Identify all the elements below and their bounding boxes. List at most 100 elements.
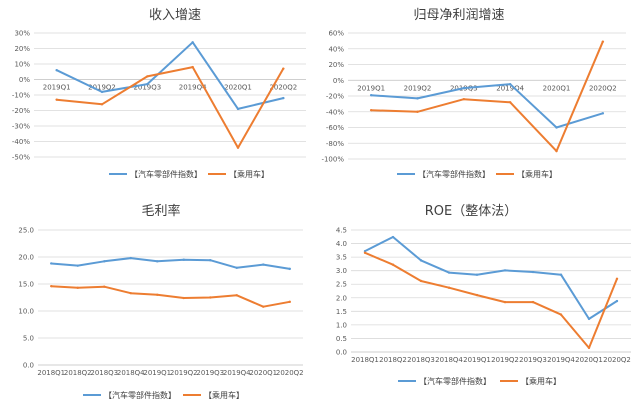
chart-revenue-growth: 收入增速 30% 20% 10% 0% -10% -20% -30% -40% -50% 2019Q…	[0, 0, 320, 200]
y-tick-label: 20%	[14, 45, 30, 53]
legend-label-2: 【乘用车】	[204, 390, 244, 400]
series-line-1	[364, 236, 618, 320]
series-1-point	[156, 260, 159, 263]
series-2-point	[262, 305, 265, 308]
x-tick-label: 2018Q2	[379, 356, 407, 364]
legend-label-2: 【乘用车】	[521, 376, 561, 386]
y-tick-label: -80%	[326, 140, 344, 148]
series-1-point	[559, 273, 563, 276]
series-2-point	[447, 286, 451, 289]
chart-gross-margin-svg: 毛利率25.020.015.010.05.00.02018Q12018Q2201…	[18, 203, 304, 400]
x-tick-label: 2019Q2	[404, 84, 432, 92]
series-2-point	[363, 251, 367, 254]
chart-revenue-growth-svg: 收入增速 30% 20% 10% 0% -10% -20% -30% -40% -50% 2019Q…	[12, 8, 306, 179]
y-tick-label: 0.5	[336, 335, 347, 343]
x-tick-label: 2018Q2	[64, 369, 92, 377]
series-1-point	[462, 86, 466, 90]
series-line-1	[55, 41, 285, 110]
chart-title: 收入增速	[149, 8, 201, 23]
y-tick-label: -50%	[12, 154, 30, 162]
y-tick-label: -20%	[326, 93, 344, 101]
series-2-point	[100, 103, 104, 106]
series-1-point	[182, 258, 185, 261]
x-tick-label: 2019Q4	[496, 84, 524, 92]
series-1-point	[103, 260, 106, 263]
x-tick-label: 2019Q4	[547, 356, 575, 364]
x-tick-label: 2019Q2	[491, 356, 519, 364]
series-2-point	[391, 263, 395, 266]
legend-label-1: 【汽车零部件指数】	[130, 169, 202, 179]
x-tick-label: 2019Q3	[196, 369, 224, 377]
series-2-point	[129, 291, 132, 295]
y-tick-label: 4.0	[336, 240, 347, 248]
series-line-2	[370, 40, 604, 153]
series-2-point	[419, 279, 423, 283]
series-1-point	[129, 256, 132, 260]
y-tick-label: -30%	[12, 123, 30, 131]
series-1-point	[391, 235, 395, 239]
chart-title: ROE（整体法）	[425, 204, 517, 219]
series-line-2	[55, 66, 285, 149]
x-tick-label: 2018Q4	[435, 356, 463, 364]
y-tick-label: 3.0	[336, 267, 347, 275]
y-tick-label: 1.5	[336, 308, 347, 316]
chart-title: 归母净利润增速	[413, 8, 504, 23]
series-2-point	[50, 284, 53, 288]
series-1-point	[531, 270, 535, 274]
series-1-point	[419, 259, 423, 262]
y-tick-label: 15.0	[18, 281, 34, 289]
series-1-point	[235, 266, 238, 269]
series-1-point	[262, 263, 265, 266]
x-tick-label: 2019Q4	[223, 369, 251, 377]
x-tick-label: 2020Q1	[543, 84, 571, 92]
x-tick-label: 2019Q4	[179, 84, 207, 92]
series-2-point	[76, 286, 79, 289]
series-2-point	[182, 296, 185, 300]
x-tick-label: 2020Q2	[603, 356, 631, 364]
y-tick-label: 1.0	[336, 321, 347, 329]
y-tick-label: 0.0	[23, 362, 34, 370]
chart-net-profit-growth: 归母净利润增速 60% 40% 20% 0% -20% -40% -60% -80% -100% 2…	[320, 0, 640, 200]
y-tick-label: -40%	[12, 138, 30, 146]
series-2-point	[587, 346, 591, 350]
series-1-point	[508, 82, 512, 86]
y-tick-label: -10%	[12, 92, 30, 100]
series-1-point	[100, 90, 104, 94]
legend-label-1: 【汽车零部件指数】	[418, 169, 490, 179]
series-2-point	[156, 293, 159, 296]
series-2-point	[288, 300, 291, 304]
y-tick-label: 2.0	[336, 294, 347, 302]
y-tick-label: 25.0	[18, 227, 34, 235]
series-2-point	[236, 146, 240, 149]
y-tick-label: -40%	[326, 108, 344, 116]
series-1-point	[209, 259, 212, 262]
x-tick-label: 2019Q1	[463, 356, 491, 364]
series-1-point	[191, 41, 194, 44]
series-2-point	[235, 294, 238, 297]
x-tick-label: 2020Q2	[276, 369, 304, 377]
series-line-1	[370, 83, 604, 129]
y-tick-label: 20.0	[18, 254, 34, 262]
series-2-point	[462, 97, 466, 101]
y-tick-label: 30%	[14, 30, 30, 38]
series-1-point	[282, 96, 285, 100]
series-1-point	[503, 269, 507, 272]
y-tick-label: 10.0	[18, 308, 34, 316]
chart-roe: ROE（整体法） 4.5 4.0 3.5 3.0 2.5 2.0 1.5 1.0 0.5 0.0 20…	[320, 200, 640, 407]
y-tick-label: 0%	[333, 77, 344, 85]
series-1-point	[288, 267, 291, 271]
legend-label-1: 【汽车零部件指数】	[104, 390, 176, 400]
y-tick-label: 40%	[328, 45, 344, 53]
series-1-point	[587, 317, 591, 321]
y-tick-label: 4.5	[336, 227, 347, 235]
y-tick-label: 0%	[19, 76, 30, 84]
x-tick-label: 2020Q2	[269, 84, 297, 92]
series-line-2	[364, 251, 618, 349]
series-2-point	[416, 110, 419, 113]
x-tick-label: 2019Q3	[133, 84, 161, 92]
series-1-point	[50, 262, 53, 265]
chart-gross-margin: 毛利率 25.0 20.0 15.0 10.0 5.0 0.0 2018Q1 2018Q2 201…	[0, 200, 320, 407]
series-1-point	[146, 82, 149, 86]
legend-label-2: 【乘用车】	[229, 169, 269, 179]
x-tick-label: 2019Q1	[357, 84, 385, 92]
